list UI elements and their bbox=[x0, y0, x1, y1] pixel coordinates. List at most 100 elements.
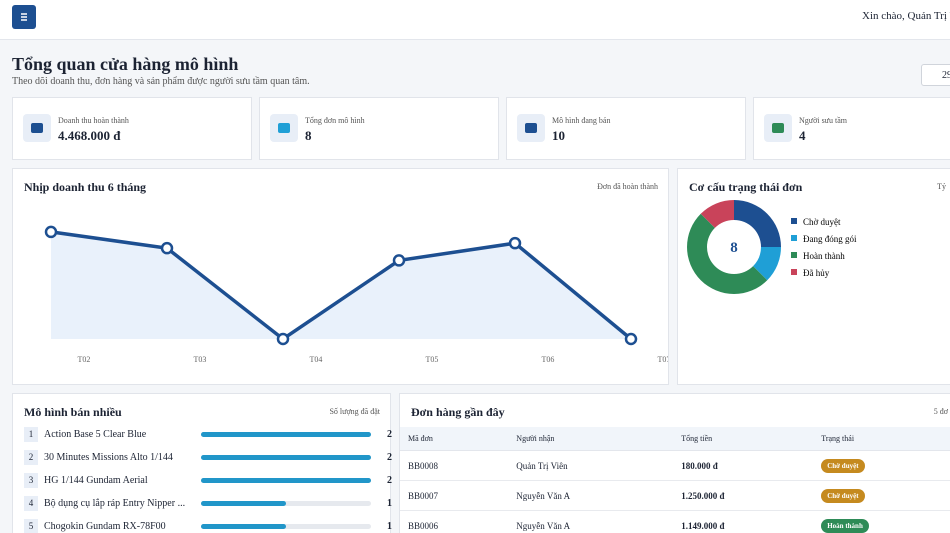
product-name: Chogokin Gundam RX-78F00 bbox=[44, 521, 166, 532]
bar-track bbox=[201, 432, 371, 437]
product-row: 5 Chogokin Gundam RX-78F00 1 bbox=[24, 519, 392, 533]
stat-icon bbox=[270, 114, 298, 142]
revenue-point bbox=[508, 236, 522, 250]
icon-shape bbox=[525, 123, 537, 133]
table-header: Mã đơn Người nhận Tổng tiền Trạng thái bbox=[400, 427, 950, 451]
stat-value: 10 bbox=[552, 128, 565, 143]
menu-button[interactable] bbox=[12, 5, 36, 29]
product-row: 3 HG 1/144 Gundam Aerial 2 bbox=[24, 473, 392, 489]
product-rank: 5 bbox=[24, 519, 38, 533]
legend-swatch bbox=[791, 269, 797, 275]
date-text: 29 bbox=[942, 70, 950, 81]
x-tick-label: T04 bbox=[310, 355, 323, 364]
bar-track bbox=[201, 501, 371, 506]
stat-label: Tổng đơn mô hình bbox=[305, 116, 365, 125]
bar bbox=[201, 455, 371, 460]
stat-card: Tổng đơn mô hình 8 bbox=[259, 97, 499, 160]
revenue-point bbox=[160, 241, 174, 255]
bar bbox=[201, 432, 371, 437]
card-title: Mô hình bán nhiều bbox=[24, 405, 122, 419]
revenue-chart: T02 T03 T04 T05 T06 T07 bbox=[44, 225, 668, 364]
product-name: HG 1/144 Gundam Aerial bbox=[44, 475, 148, 486]
card-note: Đơn đã hoàn thành bbox=[597, 182, 658, 191]
table-cell: BB0007 bbox=[400, 480, 509, 511]
product-value: 2 bbox=[387, 475, 392, 486]
legend-swatch bbox=[791, 218, 797, 224]
legend-label: Chờ duyệt bbox=[803, 217, 841, 227]
legend-label: Hoàn thành bbox=[803, 251, 845, 261]
bar-track bbox=[201, 455, 371, 460]
bar-track bbox=[201, 524, 371, 529]
x-tick-label: T06 bbox=[542, 355, 555, 364]
bar bbox=[201, 524, 286, 529]
x-tick-label: T07 bbox=[658, 355, 668, 364]
orders-table: Mã đơn Người nhận Tổng tiền Trạng thái BB000… bbox=[400, 427, 950, 533]
status-chart: Chờ duyệt Đang đóng gói Hoàn thành Đã hủy 8 bbox=[687, 200, 857, 294]
donut-slice bbox=[687, 213, 768, 294]
revenue-point bbox=[44, 225, 58, 239]
donut-slice bbox=[753, 247, 781, 281]
stat-value: 4 bbox=[799, 128, 806, 143]
status-badge: Chờ duyệt bbox=[821, 488, 865, 503]
bar-track bbox=[201, 478, 371, 483]
product-value: 1 bbox=[387, 521, 392, 532]
icon-shape bbox=[31, 123, 43, 133]
stat-value: 4.468.000 đ bbox=[58, 128, 121, 143]
product-row: 1 Action Base 5 Clear Blue 2 bbox=[24, 427, 392, 443]
stat-label: Doanh thu hoàn thành bbox=[58, 116, 129, 125]
column-header: Trạng thái bbox=[813, 427, 950, 451]
card-note: Tỷ bbox=[937, 182, 946, 191]
legend-label: Đang đóng gói bbox=[803, 234, 857, 244]
icon-glyph bbox=[278, 123, 290, 133]
column-header: Mã đơn bbox=[400, 427, 509, 451]
stat-card: Người sưu tầm 4 bbox=[753, 97, 950, 160]
icon-shape bbox=[278, 123, 290, 133]
icon-shape bbox=[772, 123, 784, 133]
table-cell: Nguyễn Văn A bbox=[508, 480, 674, 511]
table-cell: 180.000 đ bbox=[673, 450, 814, 481]
stat-icon bbox=[764, 114, 792, 142]
table-cell: Chờ duyệt bbox=[813, 450, 950, 481]
stat-card: Mô hình đang bán 10 bbox=[506, 97, 746, 160]
bar bbox=[201, 478, 371, 483]
bar bbox=[201, 501, 286, 506]
table-cell: Quản Trị Viên bbox=[508, 450, 674, 481]
donut-slice bbox=[734, 200, 781, 247]
table-cell: BB0008 bbox=[400, 450, 509, 481]
revenue-card: Nhịp doanh thu 6 tháng Đơn đã hoàn thành… bbox=[12, 168, 669, 385]
donut-slice bbox=[700, 200, 734, 228]
icon-glyph bbox=[525, 123, 537, 133]
product-value: 1 bbox=[387, 498, 392, 509]
date-filter[interactable]: 29 bbox=[921, 64, 950, 86]
top-bar: Xin chào, Quản Trị V bbox=[0, 0, 950, 40]
status-badge: Hoàn thành bbox=[821, 518, 869, 533]
table-cell: Hoàn thành bbox=[813, 510, 950, 533]
greeting[interactable]: Xin chào, Quản Trị V bbox=[862, 10, 950, 22]
menu-icon bbox=[21, 13, 27, 21]
stat-icon bbox=[517, 114, 545, 142]
table-cell: Nguyễn Văn A bbox=[508, 510, 674, 533]
product-rank: 2 bbox=[24, 450, 38, 465]
stat-icon bbox=[23, 114, 51, 142]
page-title: Tổng quan cửa hàng mô hình bbox=[12, 54, 239, 74]
stat-card: Doanh thu hoàn thành 4.468.000 đ bbox=[12, 97, 252, 160]
status-card: Cơ cấu trạng thái đơn Tỷ Chờ duyệt Đang đ… bbox=[677, 168, 950, 385]
product-value: 2 bbox=[387, 429, 392, 440]
revenue-point bbox=[276, 332, 290, 346]
product-rank: 4 bbox=[24, 496, 38, 511]
x-tick-label: T03 bbox=[194, 355, 207, 364]
status-badge: Chờ duyệt bbox=[821, 458, 865, 473]
stat-value: 8 bbox=[305, 128, 312, 143]
card-title: Đơn hàng gần đây bbox=[411, 405, 505, 419]
legend-swatch bbox=[791, 252, 797, 258]
table-cell: Chờ duyệt bbox=[813, 480, 950, 511]
product-name: Bộ dụng cụ lắp ráp Entry Nipper ... bbox=[44, 498, 186, 509]
product-row: 2 30 Minutes Missions Alto 1/144 2 bbox=[24, 450, 392, 466]
page-subtitle: Theo dõi doanh thu, đơn hàng và sản phẩm… bbox=[12, 76, 310, 87]
x-tick-label: T05 bbox=[426, 355, 439, 364]
product-rank: 1 bbox=[24, 427, 38, 442]
icon-glyph bbox=[772, 123, 784, 133]
product-value: 2 bbox=[387, 452, 392, 463]
table-cell: 1.250.000 đ bbox=[673, 480, 814, 511]
